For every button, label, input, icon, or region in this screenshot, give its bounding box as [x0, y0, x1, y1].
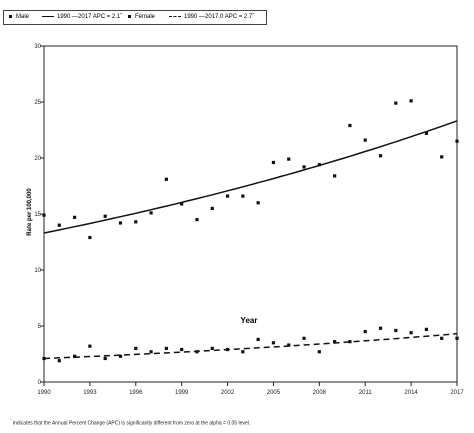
- x-axis-label: Year: [241, 316, 258, 325]
- y-tick-label: 20: [34, 156, 41, 162]
- male-data-point: [302, 165, 306, 169]
- y-tick-label: 30: [34, 44, 41, 50]
- male-data-point: [256, 201, 260, 205]
- female-data-point: [378, 326, 383, 330]
- female-data-point: [409, 331, 413, 335]
- legend-female-trend-label: 1990 —2017.0 APC = 2.7ˆ: [184, 14, 255, 20]
- female-data-point: [363, 330, 367, 334]
- x-tick-label: 2008: [313, 390, 327, 396]
- x-tick-label: 1990: [37, 390, 51, 396]
- male-data-point: [103, 214, 107, 218]
- female-data-point: [333, 340, 337, 344]
- y-tick-label: 0: [38, 380, 42, 386]
- male-data-point: [317, 163, 321, 167]
- female-data-point: [394, 328, 398, 333]
- male-trend-line: [43, 120, 458, 234]
- y-axis-label: Rate per 100,000: [27, 188, 33, 236]
- female-data-point: [424, 327, 429, 331]
- legend-female-label: Female: [135, 14, 156, 20]
- legend: Male 1990 —2017 APC = 2.1ˆ Female 1990 —…: [3, 10, 267, 25]
- male-data-point: [118, 221, 123, 225]
- male-data-point: [333, 174, 337, 178]
- x-tick-label: 2017: [450, 390, 464, 396]
- male-marker-icon: [9, 14, 12, 18]
- male-data-point: [134, 220, 138, 224]
- x-tick-label: 2002: [221, 390, 235, 396]
- female-marker-icon: [128, 14, 131, 18]
- female-data-point: [134, 346, 138, 350]
- footnote: ˆ Indicates that the Annual Percent Chan…: [10, 418, 470, 427]
- dashed-line-icon: [169, 15, 181, 17]
- female-data-point: [103, 356, 107, 361]
- female-data-point: [241, 350, 245, 354]
- female-data-point: [287, 343, 291, 347]
- male-data-point: [271, 160, 276, 165]
- female-data-point: [88, 344, 92, 348]
- y-tick-label: 10: [34, 268, 41, 274]
- x-tick-label: 1999: [175, 390, 189, 396]
- male-data-point: [409, 99, 413, 103]
- legend-female: Female: [128, 11, 155, 24]
- female-data-point: [455, 336, 459, 340]
- solid-line-icon: [42, 15, 54, 17]
- male-data-point: [164, 177, 168, 181]
- male-data-point: [225, 194, 230, 198]
- y-tick-label: 25: [34, 100, 41, 106]
- male-data-point: [363, 138, 367, 142]
- y-tick-label: 5: [38, 324, 42, 330]
- male-data-point: [378, 154, 383, 158]
- x-tick-label: 2005: [267, 390, 281, 396]
- legend-male-trend-label: 1990 —2017 APC = 2.1ˆ: [57, 14, 123, 20]
- x-tick-label: 2011: [359, 390, 373, 396]
- male-data-point: [149, 211, 153, 215]
- female-data-point: [271, 341, 276, 345]
- legend-male: Male: [9, 11, 29, 24]
- female-data-point: [317, 350, 321, 354]
- male-data-point: [394, 101, 398, 105]
- female-data-point: [72, 354, 77, 358]
- female-data-point: [256, 337, 260, 342]
- female-data-point: [348, 340, 352, 344]
- male-data-point: [42, 213, 46, 217]
- male-data-point: [440, 155, 444, 159]
- male-data-point: [195, 218, 199, 222]
- legend-male-trend: 1990 —2017 APC = 2.1ˆ: [42, 11, 122, 24]
- footnote-text: Indicates that the Annual Percent Change…: [12, 420, 251, 427]
- female-data-point: [118, 354, 123, 358]
- female-data-point: [42, 356, 46, 361]
- x-tick-label: 1996: [129, 390, 143, 396]
- male-data-point: [287, 157, 291, 161]
- male-data-point: [241, 194, 245, 198]
- female-data-point: [164, 346, 168, 350]
- x-tick-label: 2014: [404, 390, 418, 396]
- male-data-point: [348, 123, 352, 128]
- male-data-point: [88, 235, 92, 240]
- female-data-point: [210, 346, 214, 350]
- female-data-point: [180, 347, 184, 352]
- y-tick-label: 15: [34, 212, 41, 218]
- female-data-point: [440, 336, 444, 340]
- x-tick-label: 1993: [83, 390, 97, 396]
- female-trend-line: [43, 332, 458, 360]
- male-data-point: [180, 202, 184, 206]
- female-data-point: [149, 350, 153, 354]
- female-data-point: [225, 347, 230, 352]
- female-data-point: [195, 350, 199, 354]
- male-data-point: [57, 223, 61, 227]
- male-data-point: [424, 131, 429, 135]
- male-data-point: [455, 139, 459, 143]
- male-data-point: [210, 206, 214, 210]
- footnote-marker: ˆ: [10, 418, 12, 423]
- female-data-point: [57, 359, 61, 363]
- legend-female-trend: 1990 —2017.0 APC = 2.7ˆ: [169, 11, 254, 24]
- male-data-point: [72, 215, 77, 219]
- legend-male-label: Male: [16, 14, 30, 20]
- female-data-point: [302, 336, 306, 340]
